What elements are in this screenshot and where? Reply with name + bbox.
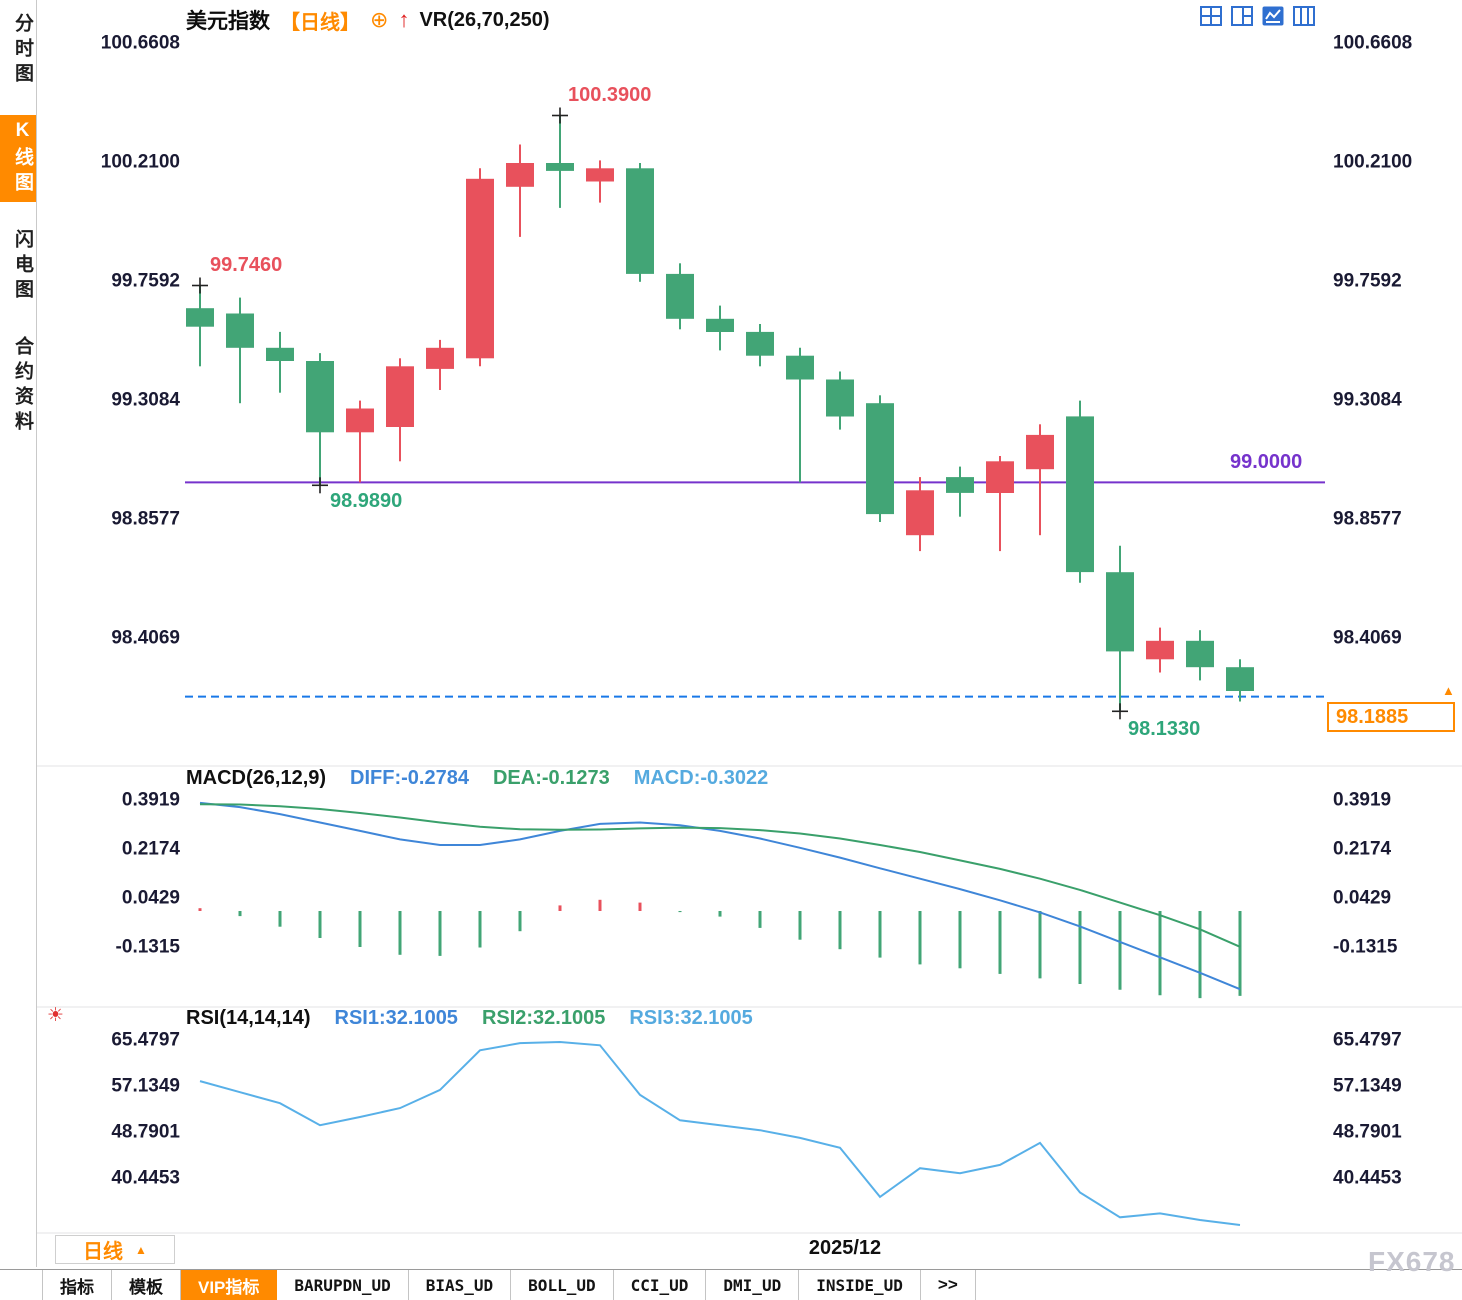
period-selector[interactable]: 日线 ▲ <box>55 1235 175 1264</box>
indicator-tab-7[interactable]: CCI_UD <box>614 1270 707 1300</box>
indicator-tab-9[interactable]: INSIDE_UD <box>799 1270 921 1300</box>
macd-macd-value: MACD:-0.3022 <box>633 767 769 789</box>
x-axis-date-label: 2025/12 <box>808 1237 882 1259</box>
layout-switcher <box>1199 4 1316 28</box>
indicator-tab-1[interactable]: 指标 <box>42 1270 112 1300</box>
indicator-tab-4[interactable]: BARUPDN_UD <box>277 1270 409 1300</box>
indicator-tab-10[interactable]: >> <box>921 1270 976 1300</box>
rsi-header: RSI(14,14,14) RSI1:32.1005 RSI2:32.1005 … <box>186 1007 753 1030</box>
layout-split-right-icon[interactable] <box>1230 4 1254 28</box>
layout-columns-icon[interactable] <box>1292 4 1316 28</box>
indicator-tab-8[interactable]: DMI_UD <box>706 1270 800 1300</box>
up-arrow-icon: ↑ <box>398 7 410 32</box>
indicator-alert-icon[interactable]: ☀ <box>47 1005 65 1026</box>
chart-header: 美元指数 【日线】 ⊕ ↑ VR(26,70,250) <box>186 5 550 35</box>
rsi2-value: RSI2:32.1005 <box>481 1007 606 1029</box>
last-price-box: 98.1885 <box>1327 702 1455 732</box>
watermark: FX678 <box>1368 1246 1456 1277</box>
add-indicator-icon[interactable]: ⊕ <box>370 7 389 32</box>
layout-grid-icon[interactable] <box>1199 4 1223 28</box>
rsi3-value: RSI3:32.1005 <box>629 1007 753 1029</box>
indicator-tab-5[interactable]: BIAS_UD <box>409 1270 512 1300</box>
macd-header: MACD(26,12,9) DIFF:-0.2784 DEA:-0.1273 M… <box>186 767 768 790</box>
macd-dea-value: DEA:-0.1273 <box>492 767 610 789</box>
macd-title: MACD(26,12,9) <box>186 767 327 789</box>
sidebar-tab-1[interactable]: 分时图 <box>12 13 33 88</box>
indicator-tab-6[interactable]: BOLL_UD <box>511 1270 614 1300</box>
vr-indicator-label: VR(26,70,250) <box>419 8 550 31</box>
sidebar-tab-3[interactable]: 闪电图 <box>12 229 33 304</box>
dropdown-up-icon: ▲ <box>135 1242 147 1257</box>
macd-diff-value: DIFF:-0.2784 <box>350 767 469 789</box>
support-line-label: 99.0000 <box>1230 451 1303 473</box>
symbol-title: 美元指数 <box>186 10 270 33</box>
period-tag: 【日线】 <box>280 11 360 34</box>
rsi1-value: RSI1:32.1005 <box>334 1007 458 1029</box>
period-selector-label: 日线 <box>83 1241 124 1263</box>
indicator-tabbar: 指标 模板 VIP指标 BARUPDN_UD BIAS_UD BOLL_UD CCI_UD D… <box>0 1269 1462 1300</box>
indicator-tab-3[interactable]: VIP指标 <box>181 1270 278 1300</box>
sidebar-tab-4[interactable]: 合约资料 <box>12 336 33 436</box>
sidebar-tab-2[interactable]: K线图 <box>0 115 36 202</box>
price-up-arrow-icon: ▲ <box>1442 683 1455 698</box>
indicator-tab-2[interactable]: 模板 <box>112 1270 181 1300</box>
sidebar: 分时图 K线图闪电图合约资料 <box>0 0 37 1267</box>
layout-single-chart-icon[interactable] <box>1261 4 1285 28</box>
last-price-value: 98.1885 <box>1336 705 1409 728</box>
rsi-title: RSI(14,14,14) <box>186 1007 311 1029</box>
